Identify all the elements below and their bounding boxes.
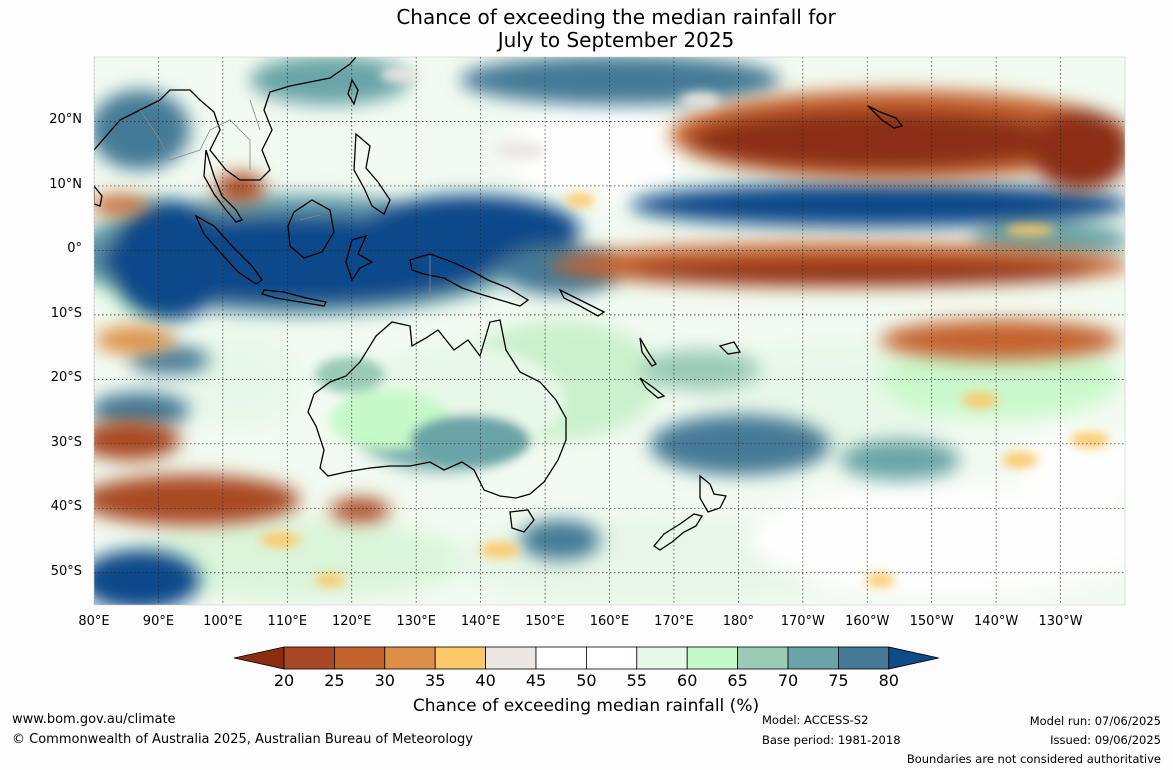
colorbar-swatch xyxy=(686,646,739,670)
sumatra-coast xyxy=(194,214,263,285)
longitude-label: 150°E xyxy=(525,614,565,629)
colorbar-tick-label: 65 xyxy=(727,671,748,690)
longitude-label: 180° xyxy=(722,614,755,629)
longitude-label: 170°W xyxy=(780,614,825,629)
base-period: Base period: 1981-2018 xyxy=(762,733,901,747)
colorbar xyxy=(233,646,939,670)
colorbar-swatch xyxy=(535,646,587,670)
latitude-label: 10°N xyxy=(49,176,82,192)
latitude-label: 0° xyxy=(67,241,82,257)
model-run-date: Model run: 07/06/2025 xyxy=(1029,714,1161,728)
colorbar-swatch xyxy=(586,646,638,670)
longitude-label: 110°E xyxy=(267,614,308,629)
issued-date: Issued: 09/06/2025 xyxy=(1050,733,1161,747)
colorbar-extend-low xyxy=(233,646,285,670)
tasmania-coast xyxy=(509,509,535,533)
map-title-line-2: July to September 2025 xyxy=(497,28,735,52)
boundaries-disclaimer: Boundaries are not considered authoritat… xyxy=(906,752,1161,766)
colorbar-tick-label: 80 xyxy=(878,671,899,690)
new-guinea-coast xyxy=(409,253,530,307)
colorbar-tick-label: 35 xyxy=(425,671,446,690)
latitude-label: 40°S xyxy=(50,499,82,515)
graticule xyxy=(94,57,1125,605)
longitude-label: 130°E xyxy=(396,614,436,629)
colorbar-swatch xyxy=(485,646,537,670)
latitude-label: 30°S xyxy=(50,434,82,450)
copyright-text: © Commonwealth of Australia 2025, Austra… xyxy=(12,732,473,747)
java-coast xyxy=(261,289,327,307)
longitude-label: 150°W xyxy=(909,614,954,629)
longitude-label: 130°W xyxy=(1038,614,1083,629)
longitude-label: 120°E xyxy=(331,614,372,629)
vanuatu-islands xyxy=(639,337,657,367)
colorbar-extend-high xyxy=(888,646,939,670)
australia-coast xyxy=(307,319,567,499)
colorbar-swatch xyxy=(636,646,688,670)
colorbar-tick-label: 40 xyxy=(475,671,496,690)
latitude-label: 20°S xyxy=(50,370,82,386)
rainfall-field xyxy=(94,57,1125,605)
colorbar-tick-label: 20 xyxy=(273,671,295,690)
longitude-label: 140°W xyxy=(974,614,1019,629)
latitude-label: 20°N xyxy=(49,112,82,128)
coastlines xyxy=(94,57,904,551)
longitude-label: 140°E xyxy=(460,614,501,629)
colorbar-swatch xyxy=(787,646,839,670)
sri-lanka-coast xyxy=(94,184,103,207)
sulawesi-coast xyxy=(345,234,374,282)
colorbar-swatch xyxy=(283,646,335,670)
longitude-label: 80°E xyxy=(78,614,110,629)
new-caledonia xyxy=(639,377,666,399)
colorbar-tick-label: 55 xyxy=(626,671,647,690)
colorbar-swatch xyxy=(434,646,487,670)
longitude-label: 160°W xyxy=(845,614,890,629)
colorbar-swatch xyxy=(384,646,436,670)
colorbar-tick-label: 60 xyxy=(677,671,698,690)
borneo-coast xyxy=(287,199,335,259)
taiwan-coast xyxy=(347,78,359,106)
new-zealand-north xyxy=(699,474,727,513)
longitude-label: 170°E xyxy=(654,614,694,629)
colorbar-tick-label: 30 xyxy=(374,671,395,690)
colorbar-title: Chance of exceeding median rainfall (%) xyxy=(412,696,760,716)
map-title-line-1: Chance of exceeding the median rainfall … xyxy=(396,5,836,29)
fiji-islands xyxy=(718,341,742,355)
model-name: Model: ACCESS-S2 xyxy=(762,713,869,727)
new-zealand-south xyxy=(653,513,704,551)
website-link[interactable]: www.bom.gov.au/climate xyxy=(12,712,176,727)
longitude-label: 100°E xyxy=(203,614,243,629)
colorbar-tick-label: 25 xyxy=(324,671,345,690)
colorbar-tick-label: 70 xyxy=(777,671,799,690)
longitude-label: 90°E xyxy=(142,614,175,629)
colorbar-tick-label: 50 xyxy=(576,671,597,690)
colorbar-tick-label: 45 xyxy=(525,671,547,690)
malay-peninsula-coast xyxy=(203,149,243,223)
colorbar-swatch xyxy=(838,646,890,670)
latitude-label: 10°S xyxy=(50,305,82,321)
hawaii-coast xyxy=(867,105,904,129)
colorbar-tick-label: 75 xyxy=(828,671,849,690)
country-borders xyxy=(139,99,431,300)
solomon-islands xyxy=(558,288,606,317)
latitude-label: 50°S xyxy=(50,563,82,579)
philippines-coast xyxy=(353,132,391,215)
map-frame xyxy=(93,56,1126,606)
longitude-label: 160°E xyxy=(589,614,630,629)
colorbar-swatch xyxy=(737,646,789,670)
colorbar-swatch xyxy=(333,646,386,670)
mainland-se-asia-coast xyxy=(94,57,357,181)
